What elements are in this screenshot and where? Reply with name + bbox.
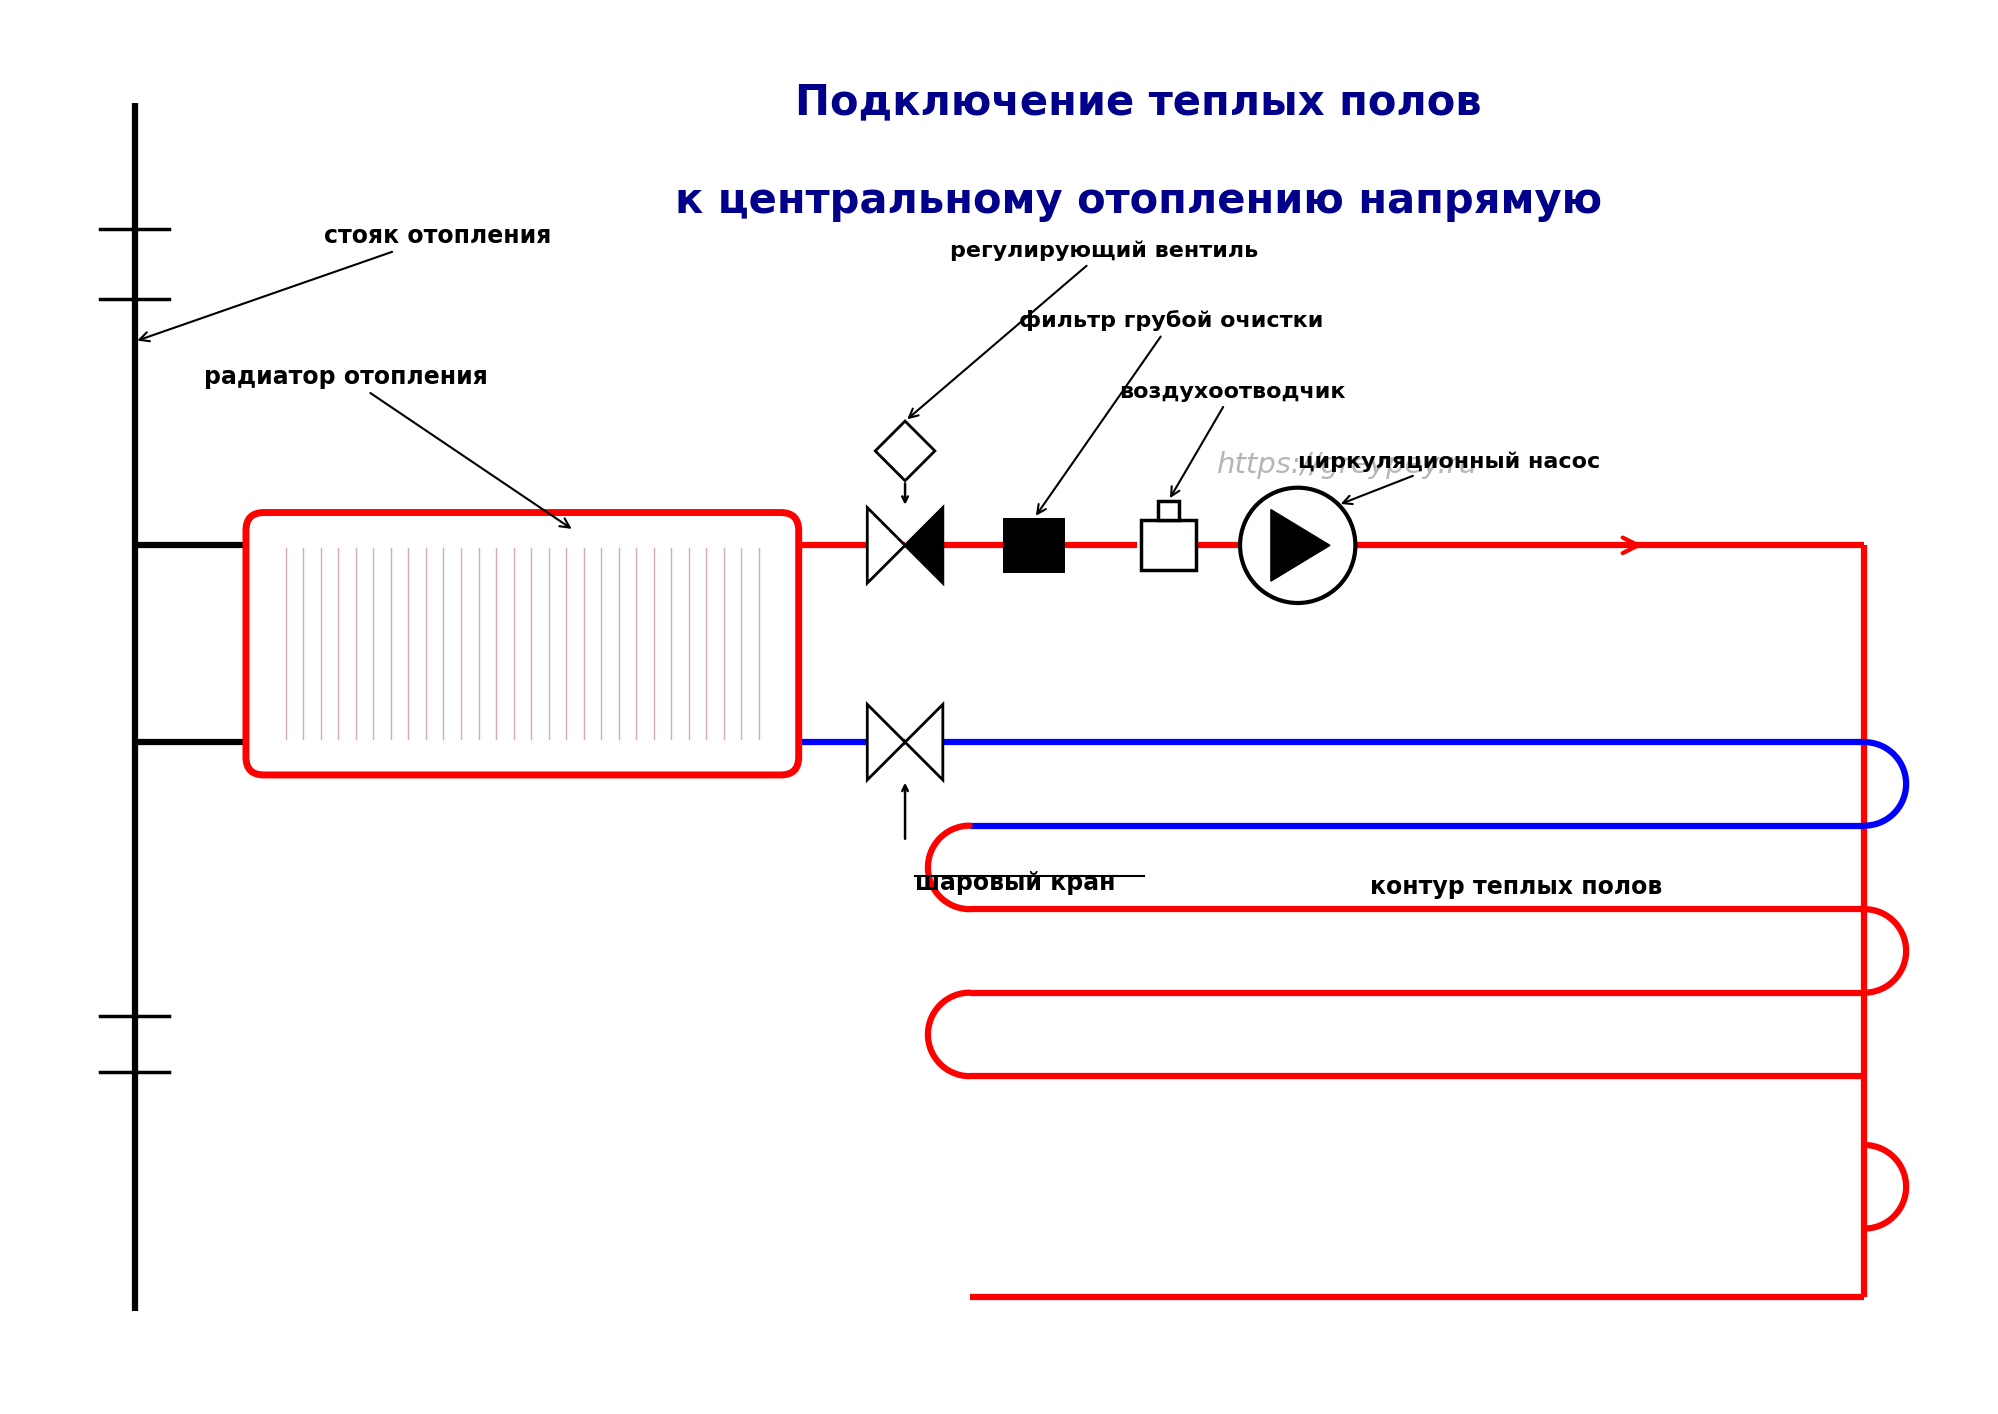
Circle shape	[1239, 488, 1355, 602]
Text: к центральному отоплению напрямую: к центральному отоплению напрямую	[675, 180, 1602, 222]
Polygon shape	[867, 704, 905, 781]
Bar	[1141, 520, 1195, 570]
Text: фильтр грубой очистки: фильтр грубой очистки	[1019, 311, 1323, 513]
Polygon shape	[905, 508, 943, 583]
Text: циркуляционный насос: циркуляционный насос	[1297, 451, 1598, 503]
Text: контур теплых полов: контур теплых полов	[1369, 875, 1662, 899]
Text: воздухоотводчик: воздухоотводчик	[1119, 382, 1345, 496]
Bar	[1157, 501, 1179, 520]
Polygon shape	[1271, 509, 1329, 581]
Polygon shape	[875, 421, 935, 481]
Polygon shape	[867, 508, 905, 583]
Text: регулирующий вентиль: регулирующий вентиль	[909, 240, 1257, 417]
Text: https://greypey.ru: https://greypey.ru	[1217, 451, 1477, 479]
Text: стояк отопления: стояк отопления	[140, 225, 551, 341]
Text: шаровый кран: шаровый кран	[915, 871, 1115, 895]
Text: Подключение теплых полов: Подключение теплых полов	[795, 82, 1481, 123]
Text: радиатор отопления: радиатор отопления	[204, 365, 569, 527]
FancyBboxPatch shape	[246, 512, 799, 775]
Bar	[1003, 518, 1065, 573]
Polygon shape	[905, 704, 943, 781]
